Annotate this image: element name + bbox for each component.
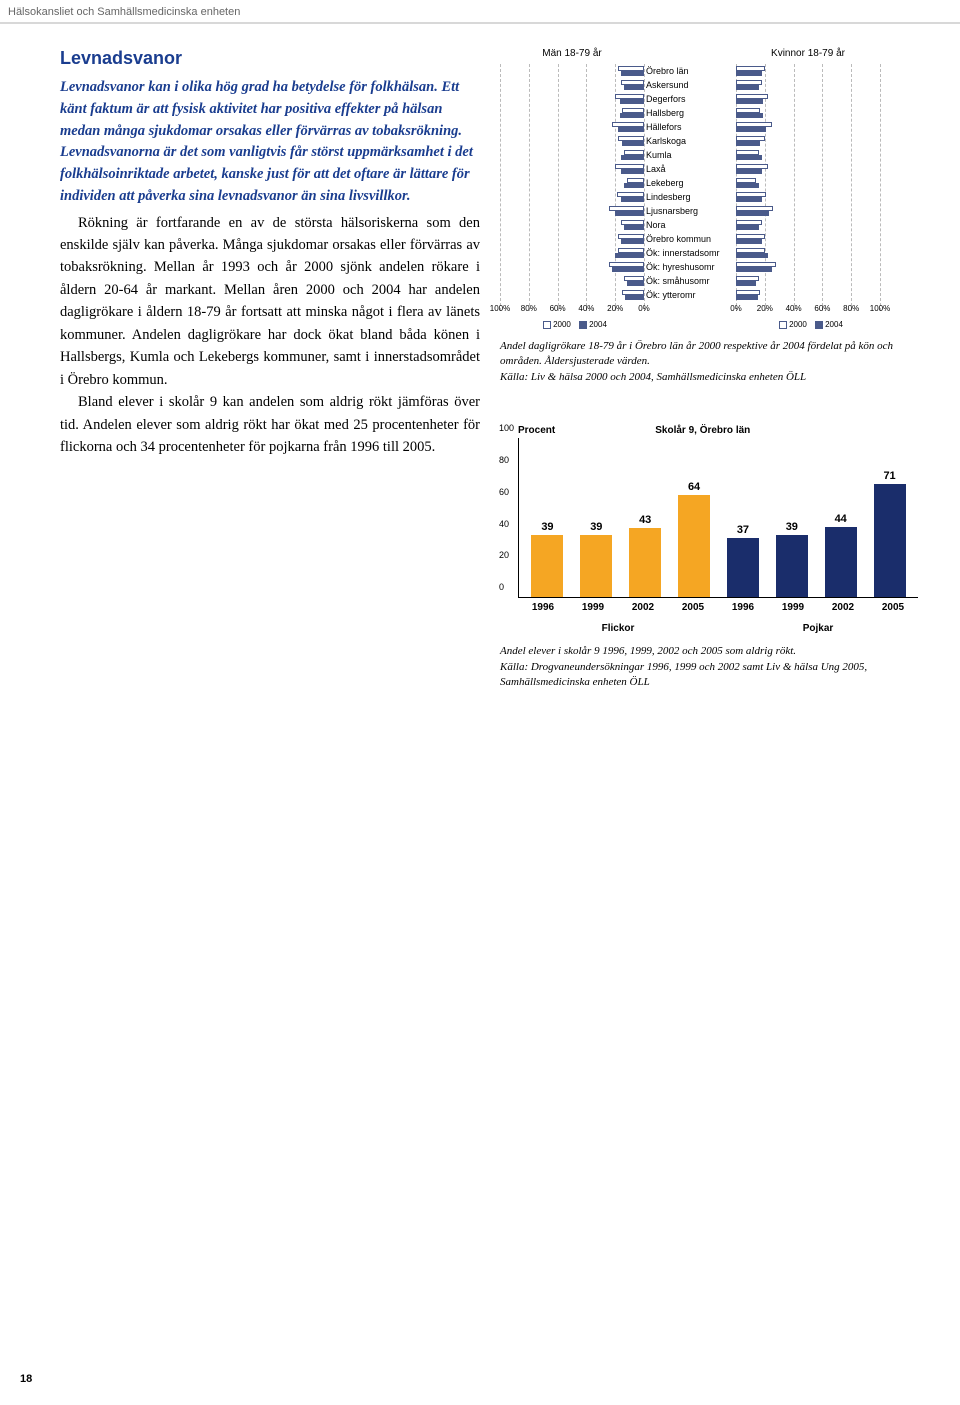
paragraph-2: Bland elever i skolår 9 kan andelen som … bbox=[60, 391, 480, 458]
intro-paragraph: Levnadsvanor kan i olika hög grad ha bet… bbox=[60, 77, 480, 208]
hchart-category-label: Hällefors bbox=[644, 120, 736, 134]
hchart-women-side: Kvinnor 18-79 år 0%20%40%60%80%100% 2000… bbox=[736, 48, 880, 329]
vchart-bar: 39 bbox=[774, 521, 810, 597]
hchart-category-label: Kumla bbox=[644, 148, 736, 162]
hchart-category-label: Hallsberg bbox=[644, 106, 736, 120]
hchart-category-label: Lindesberg bbox=[644, 190, 736, 204]
hchart-caption-text: Andel dagligrökare 18-79 år i Örebro län… bbox=[500, 340, 893, 367]
hchart-source: Källa: Liv & hälsa 2000 och 2004, Samhäl… bbox=[500, 371, 806, 383]
vchart-bar: 39 bbox=[529, 521, 565, 597]
vchart-group-flickor: Flickor bbox=[518, 623, 718, 634]
vchart-bar: 37 bbox=[725, 524, 761, 597]
left-column: Levnadsvanor Levnadsvanor kan i olika hö… bbox=[60, 48, 480, 690]
vchart-bar: 43 bbox=[627, 514, 663, 597]
vchart-title: Skolår 9, Örebro län bbox=[655, 425, 750, 436]
hchart-men-side: Män 18-79 år 100%80%60%40%20%0% 2000 200… bbox=[500, 48, 644, 329]
header-text: Hälsokansliet och Samhällsmedicinska enh… bbox=[0, 6, 960, 18]
paragraph-1: Rökning är fortfarande en av de största … bbox=[60, 212, 480, 392]
hchart-category-label: Ök: hyreshusomr bbox=[644, 260, 736, 274]
page-number: 18 bbox=[20, 1373, 32, 1385]
vchart-source: Källa: Drogvaneundersökningar 1996, 1999… bbox=[500, 661, 867, 688]
vchart-year-label: 2002 bbox=[825, 602, 861, 613]
legend-2000: 2000 bbox=[553, 320, 571, 329]
hchart-category-label: Laxå bbox=[644, 162, 736, 176]
hchart-category-label: Ök: innerstadsomr bbox=[644, 246, 736, 260]
smoking-by-area-chart: Män 18-79 år 100%80%60%40%20%0% 2000 200… bbox=[500, 48, 920, 329]
vchart-year-label: 2005 bbox=[875, 602, 911, 613]
hchart-caption: Andel dagligrökare 18-79 år i Örebro län… bbox=[500, 339, 920, 385]
vchart-group-pojkar: Pojkar bbox=[718, 623, 918, 634]
hchart-legend-left: 2000 2004 bbox=[500, 320, 644, 329]
legend-2004-r: 2004 bbox=[825, 320, 843, 329]
hchart-category-labels: Örebro länAskersundDegerforsHallsbergHäl… bbox=[644, 48, 736, 329]
vchart-year-label: 1999 bbox=[575, 602, 611, 613]
vchart-caption-text: Andel elever i skolår 9 1996, 1999, 2002… bbox=[500, 645, 796, 657]
body-text: Rökning är fortfarande en av de största … bbox=[60, 212, 480, 459]
vchart-ylabel: Procent bbox=[518, 425, 555, 436]
vchart-bar: 64 bbox=[676, 481, 712, 597]
vchart-year-label: 1996 bbox=[725, 602, 761, 613]
vchart-caption: Andel elever i skolår 9 1996, 1999, 2002… bbox=[500, 644, 920, 690]
right-column: Män 18-79 år 100%80%60%40%20%0% 2000 200… bbox=[500, 48, 920, 690]
hchart-legend-right: 2000 2004 bbox=[736, 320, 880, 329]
vchart-year-label: 2002 bbox=[625, 602, 661, 613]
vchart-bar: 71 bbox=[872, 470, 908, 598]
hchart-category-label: Ök: ytteromr bbox=[644, 288, 736, 302]
content-area: Levnadsvanor Levnadsvanor kan i olika hö… bbox=[0, 24, 960, 690]
hchart-category-label: Örebro kommun bbox=[644, 232, 736, 246]
page-header: Hälsokansliet och Samhällsmedicinska enh… bbox=[0, 0, 960, 24]
vchart-bar: 44 bbox=[823, 513, 859, 597]
section-title: Levnadsvanor bbox=[60, 48, 480, 69]
hchart-category-label: Askersund bbox=[644, 78, 736, 92]
legend-2000-r: 2000 bbox=[789, 320, 807, 329]
hchart-men-title: Män 18-79 år bbox=[500, 48, 644, 60]
vchart-year-label: 1996 bbox=[525, 602, 561, 613]
vchart-year-label: 1999 bbox=[775, 602, 811, 613]
hchart-category-label: Nora bbox=[644, 218, 736, 232]
hchart-category-label: Lekeberg bbox=[644, 176, 736, 190]
hchart-category-label: Ök: småhusomr bbox=[644, 274, 736, 288]
legend-2004: 2004 bbox=[589, 320, 607, 329]
hchart-category-label: Örebro län bbox=[644, 64, 736, 78]
hchart-women-title: Kvinnor 18-79 år bbox=[736, 48, 880, 60]
vchart-year-label: 2005 bbox=[675, 602, 711, 613]
vchart-bar: 39 bbox=[578, 521, 614, 597]
hchart-category-label: Karlskoga bbox=[644, 134, 736, 148]
hchart-category-label: Ljusnarsberg bbox=[644, 204, 736, 218]
hchart-category-label: Degerfors bbox=[644, 92, 736, 106]
never-smoked-chart: Procent Skolår 9, Örebro län 39394364373… bbox=[500, 425, 920, 634]
